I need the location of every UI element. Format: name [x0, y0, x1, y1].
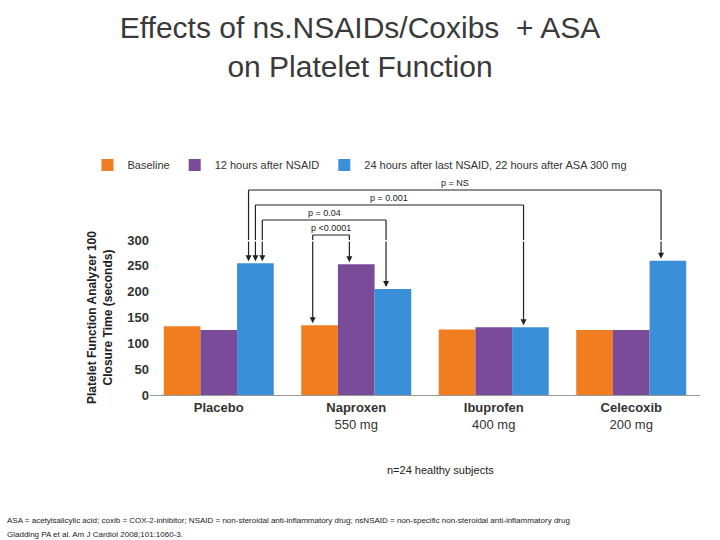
svg-text:Gladding PA et al. Am J Cardio: Gladding PA et al. Am J Cardiol 2008;101…	[7, 530, 183, 539]
svg-text:p <0.0001: p <0.0001	[311, 223, 351, 233]
svg-text:250: 250	[127, 258, 149, 273]
svg-text:p = 0.001: p = 0.001	[370, 193, 408, 203]
svg-text:Placebo: Placebo	[194, 400, 244, 432]
svg-text:Naproxen550 mg: Naproxen550 mg	[326, 400, 386, 432]
svg-text:300: 300	[127, 233, 149, 248]
svg-text:n=24 healthy subjects: n=24 healthy subjects	[387, 464, 494, 476]
svg-text:0: 0	[142, 388, 149, 403]
svg-text:p = NS: p = NS	[441, 178, 469, 188]
svg-text:150: 150	[127, 310, 149, 325]
svg-text:50: 50	[135, 362, 149, 377]
svg-text:p = 0.04: p = 0.04	[308, 208, 341, 218]
svg-text:ASA = acetylsalicylic acid; co: ASA = acetylsalicylic acid; coxib = COX-…	[7, 516, 570, 525]
svg-text:Celecoxib200 mg: Celecoxib200 mg	[601, 400, 662, 432]
svg-text:24 hours after last NSAID, 22: 24 hours after last NSAID, 22 hours afte…	[364, 159, 626, 171]
svg-text:100: 100	[127, 336, 149, 351]
svg-text:200: 200	[127, 284, 149, 299]
svg-text:Effects of ns.NSAIDs/Coxibs +: Effects of ns.NSAIDs/Coxibs + ASAon Plat…	[120, 11, 600, 83]
svg-text:Platelet Function Analyzer 100: Platelet Function Analyzer 100Closure Ti…	[85, 231, 115, 404]
svg-text:Ibuprofen400 mg: Ibuprofen400 mg	[464, 400, 524, 432]
svg-text:Baseline: Baseline	[128, 159, 170, 171]
svg-text:12 hours after NSAID: 12 hours after NSAID	[215, 159, 320, 171]
